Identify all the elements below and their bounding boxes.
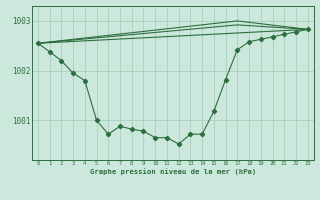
X-axis label: Graphe pression niveau de la mer (hPa): Graphe pression niveau de la mer (hPa) — [90, 168, 256, 175]
